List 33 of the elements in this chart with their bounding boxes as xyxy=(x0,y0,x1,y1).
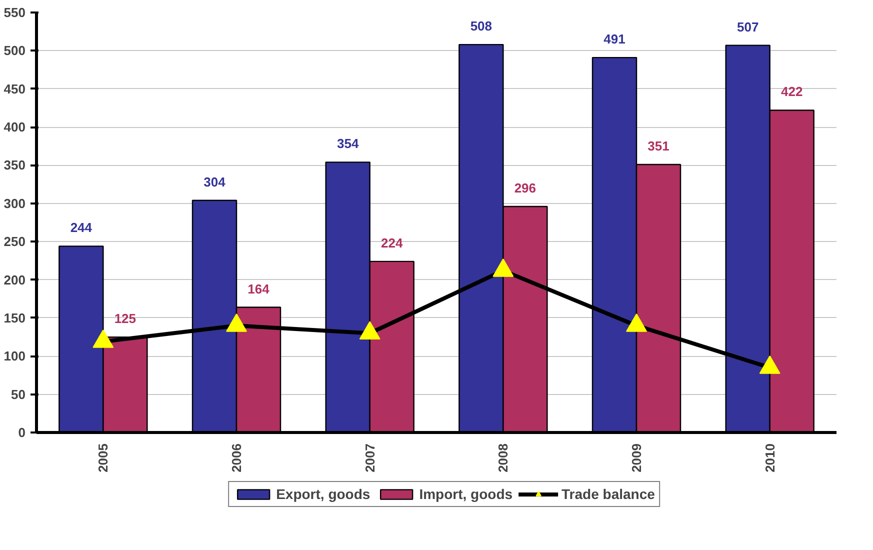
y-tick-label: 0 xyxy=(18,425,26,440)
legend-label: Export, goods xyxy=(276,486,370,502)
y-tick-label: 400 xyxy=(4,120,26,135)
data-label: 422 xyxy=(780,84,803,100)
data-label: 304 xyxy=(204,174,226,190)
data-label: 125 xyxy=(114,311,136,326)
data-label: 244 xyxy=(70,220,93,236)
y-tick-label: 200 xyxy=(4,272,26,288)
data-label: 224 xyxy=(380,235,404,250)
data-label: 491 xyxy=(604,32,626,47)
y-tick-label: 150 xyxy=(4,310,26,326)
y-tick-label: 50 xyxy=(11,386,26,402)
data-label: 354 xyxy=(336,136,360,152)
y-tick-label: 250 xyxy=(4,234,26,250)
x-tick-label: 2005 xyxy=(96,444,111,472)
legend-label: Trade balance xyxy=(562,486,655,502)
y-tick-label: 550 xyxy=(4,5,26,20)
data-label: 351 xyxy=(648,138,670,154)
data-label: 508 xyxy=(470,18,492,34)
x-tick-label: 2008 xyxy=(496,444,511,472)
legend-label: Import, goods xyxy=(419,486,513,502)
x-tick-label: 2009 xyxy=(629,444,644,472)
data-label: 507 xyxy=(736,19,759,34)
x-tick-label: 2007 xyxy=(362,444,378,472)
y-tick-label: 300 xyxy=(4,196,26,211)
y-tick-label: 450 xyxy=(4,81,26,96)
data-label: 296 xyxy=(514,180,536,196)
x-tick-label: 2006 xyxy=(229,444,244,472)
data-label: 164 xyxy=(248,281,270,296)
y-tick-label: 500 xyxy=(4,43,26,58)
y-tick-label: 100 xyxy=(4,348,26,364)
x-tick-label: 2010 xyxy=(762,444,778,472)
y-tick-label: 350 xyxy=(4,158,26,173)
